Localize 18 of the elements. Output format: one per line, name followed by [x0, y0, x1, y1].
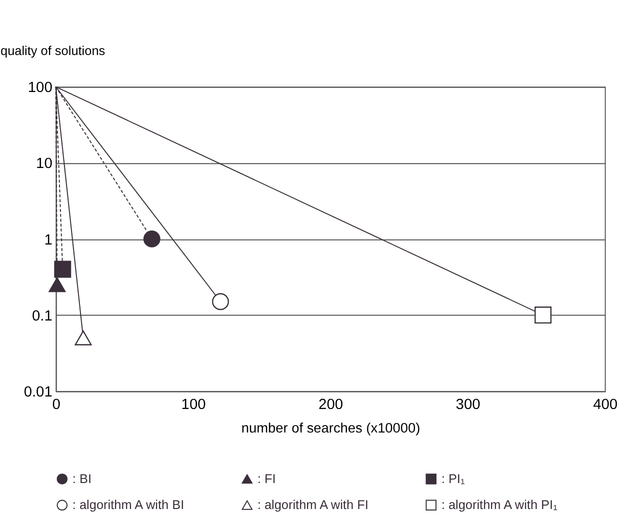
y-axis-title: quality of solutions — [0, 42, 106, 58]
legend-label: : BI — [72, 470, 92, 486]
x-axis-title: number of searches (x10000) — [241, 420, 420, 436]
legend-label: : FI — [257, 470, 276, 486]
legend-label: : algorithm A with FI — [257, 497, 368, 512]
legend-label: : algorithm A with BI — [72, 497, 184, 512]
legend-label: : PI₁ — [441, 470, 465, 486]
y-tick-label: 100 — [28, 80, 52, 96]
y-tick-label: 0.1 — [32, 308, 52, 324]
x-tick-label: 300 — [456, 397, 480, 414]
x-tick-label: 0 — [52, 397, 60, 414]
x-tick-label: 200 — [318, 397, 344, 414]
y-tick-label: 0.01 — [24, 384, 52, 400]
legend-label: : algorithm A with PI₁ — [441, 497, 558, 512]
y-tick-label: 1 — [44, 232, 52, 248]
x-tick-label: 400 — [593, 397, 618, 414]
x-tick-label: 100 — [181, 397, 206, 414]
y-tick-label: 10 — [36, 156, 52, 172]
